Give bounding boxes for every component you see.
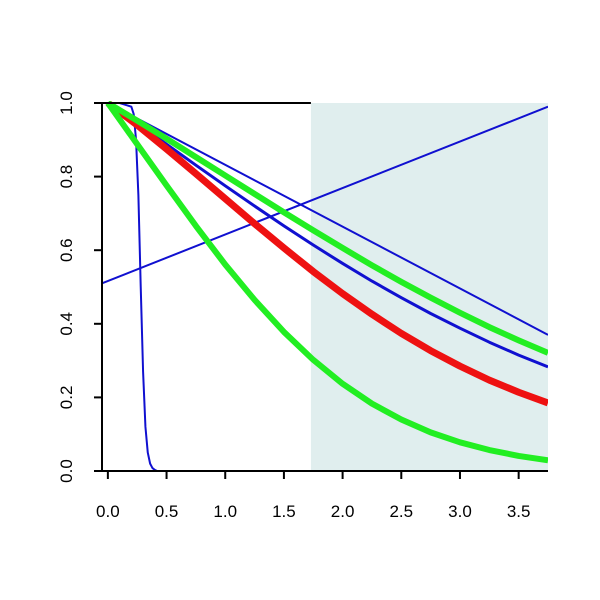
series-line-5 (105, 101, 548, 407)
shaded-region (310, 103, 548, 471)
series-line-1 (107, 102, 548, 471)
series-line-6 (106, 101, 548, 356)
x-tick-label: 3.5 (507, 502, 531, 521)
x-tick-label: 2.0 (331, 502, 355, 521)
y-tick-label: 0.6 (57, 238, 76, 262)
series-line-2 (107, 102, 548, 336)
y-tick-label: 1.0 (57, 91, 76, 115)
x-tick-label: 0.0 (96, 502, 120, 521)
x-tick-label: 1.5 (272, 502, 296, 521)
series-line-3 (102, 105, 548, 285)
y-tick-label: 0.8 (57, 165, 76, 189)
series-line-4 (107, 101, 548, 369)
axes (101, 102, 548, 472)
x-tick-label: 0.5 (155, 502, 179, 521)
x-tick-label: 3.0 (448, 502, 472, 521)
shaded-region-layer (310, 103, 548, 471)
y-tick-label: 0.0 (57, 459, 76, 483)
series-layer (102, 101, 548, 471)
y-tick-label: 0.2 (57, 386, 76, 410)
y-axis-ticks: 0.0 0.2 0.4 0.6 0.8 1.0 (57, 91, 102, 483)
y-tick-label: 0.4 (57, 312, 76, 336)
x-axis-ticks: 0.0 0.5 1.0 1.5 2.0 2.5 3.0 3.5 (96, 471, 530, 521)
x-tick-label: 1.0 (213, 502, 237, 521)
x-tick-label: 2.5 (389, 502, 413, 521)
series-line-7 (105, 101, 548, 464)
